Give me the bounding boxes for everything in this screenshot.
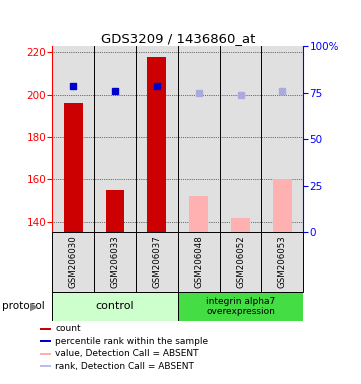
Text: percentile rank within the sample: percentile rank within the sample	[55, 337, 208, 346]
Text: ▶: ▶	[30, 301, 38, 311]
Bar	[40, 353, 51, 355]
Text: protocol: protocol	[2, 301, 44, 311]
Text: GSM206033: GSM206033	[110, 236, 119, 288]
Bar	[178, 46, 219, 232]
Text: value, Detection Call = ABSENT: value, Detection Call = ABSENT	[55, 349, 199, 358]
Bar	[106, 190, 125, 232]
Bar	[219, 46, 261, 232]
Bar	[273, 179, 292, 232]
Bar	[40, 340, 51, 343]
Bar	[136, 46, 178, 232]
Bar	[52, 46, 94, 232]
Text: count: count	[55, 324, 81, 333]
Bar	[52, 232, 94, 292]
Bar	[40, 365, 51, 367]
Bar	[189, 196, 208, 232]
Bar	[178, 232, 219, 292]
Text: GSM206052: GSM206052	[236, 236, 245, 288]
Text: GSM206053: GSM206053	[278, 236, 287, 288]
Text: rank, Detection Call = ABSENT: rank, Detection Call = ABSENT	[55, 362, 194, 371]
Bar	[52, 292, 178, 321]
Bar	[40, 328, 51, 330]
Text: GSM206037: GSM206037	[152, 236, 161, 288]
Text: control: control	[96, 301, 134, 311]
Text: GSM206048: GSM206048	[194, 236, 203, 288]
Title: GDS3209 / 1436860_at: GDS3209 / 1436860_at	[101, 32, 255, 45]
Bar	[148, 57, 166, 232]
Text: GSM206030: GSM206030	[69, 236, 78, 288]
Bar	[94, 46, 136, 232]
Bar	[136, 232, 178, 292]
Bar	[261, 232, 303, 292]
Bar	[94, 232, 136, 292]
Text: integrin alpha7
overexpression: integrin alpha7 overexpression	[206, 296, 275, 316]
Bar	[231, 217, 250, 232]
Bar	[64, 103, 83, 232]
Bar	[219, 232, 261, 292]
Bar	[261, 46, 303, 232]
Bar	[178, 292, 303, 321]
